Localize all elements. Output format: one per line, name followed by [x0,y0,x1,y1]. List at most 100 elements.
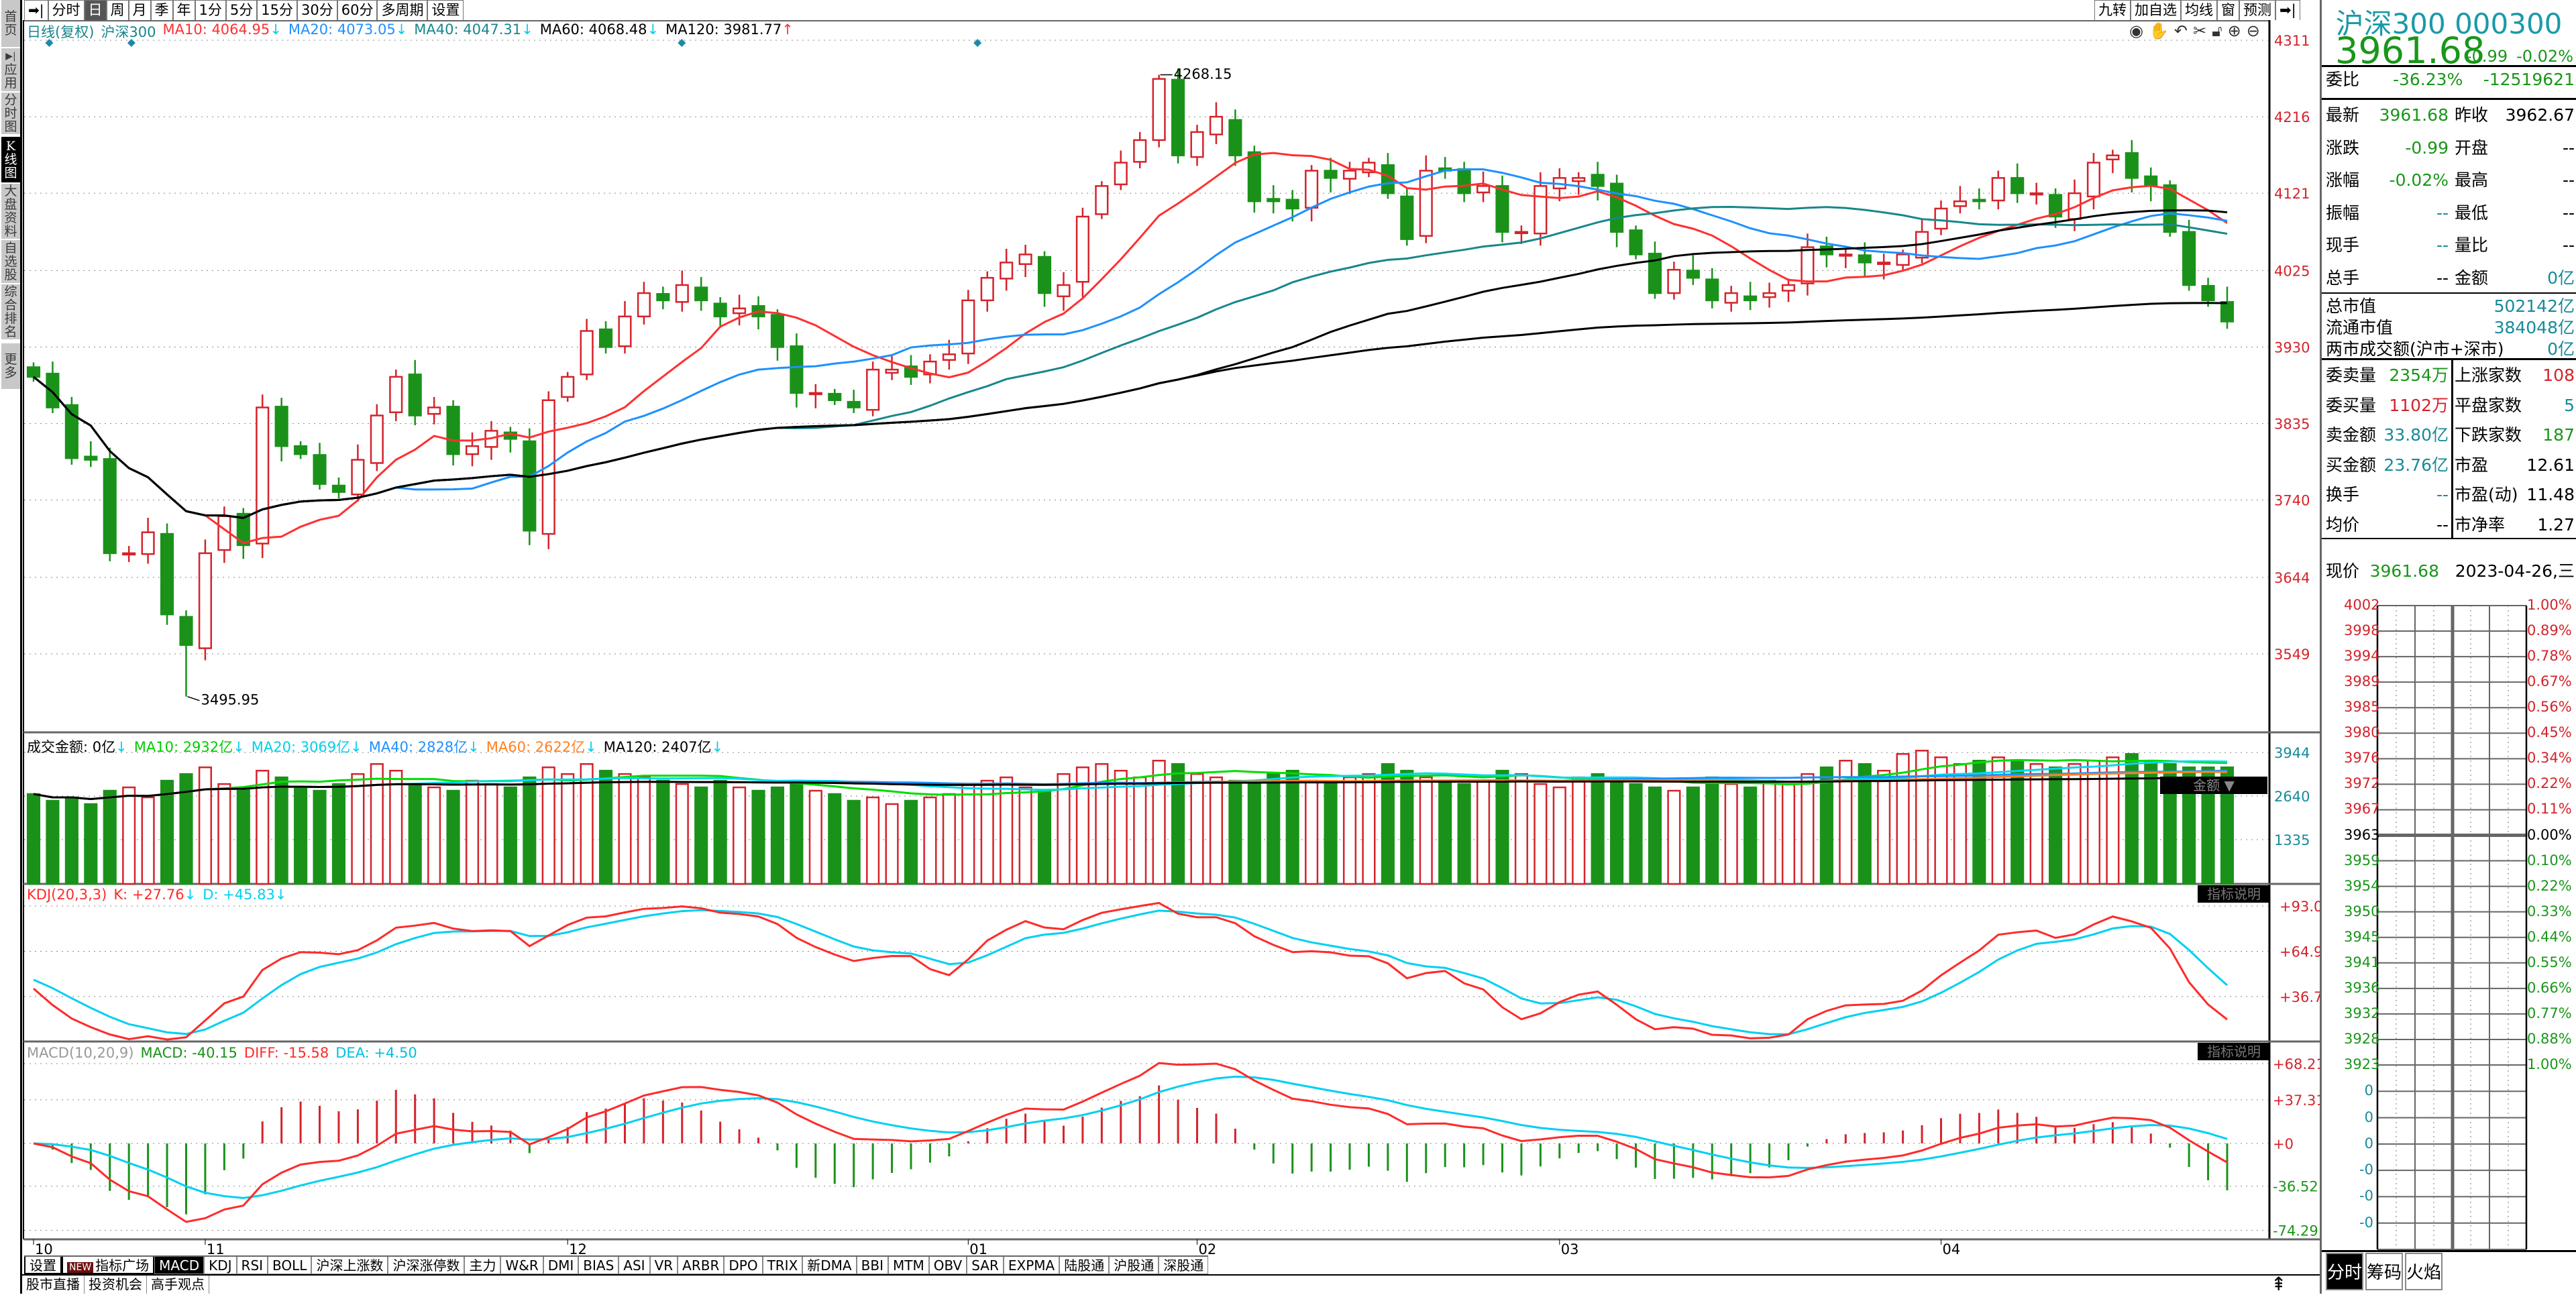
macd-help-button[interactable]: 指标说明 [2198,1043,2270,1060]
indicator-tab-4[interactable]: RSI [236,1257,268,1274]
nav-item-1[interactable]: ▶| 应用 [1,48,20,91]
indicator-tab-6[interactable]: 沪深上涨数 [311,1257,388,1274]
minute-chart[interactable] [2322,0,2576,1294]
zoom-out-icon[interactable]: ⊖ [2246,21,2260,40]
tool-button-1[interactable]: 加自选 [2131,0,2181,20]
candle-body [1648,252,1662,294]
volume-bar [2201,766,2215,885]
volume-bar [1572,776,1586,885]
nav-item-5[interactable]: 自选股 [1,240,20,283]
tool-button-4[interactable]: 预测 [2239,0,2275,20]
indicator-tab-25[interactable]: 深股通 [1159,1257,1209,1274]
period-button-8[interactable]: 15分 [257,0,297,20]
bottom-link-0[interactable]: 股市直播 [22,1276,85,1294]
candle-body [1476,185,1491,194]
tab-label: 沪深涨停数 [392,1257,460,1274]
quote-label: 最高 [2455,170,2489,190]
indicator-tab-13[interactable]: VR [649,1257,678,1274]
period-button-12[interactable]: 设置 [427,0,464,20]
indicator-tab-7[interactable]: 沪深涨停数 [388,1257,465,1274]
indicator-tab-8[interactable]: 主力 [464,1257,501,1274]
scissors-icon[interactable]: ✂ [2192,21,2207,40]
eye-icon[interactable]: ◉ [2129,21,2143,40]
nav-item-3[interactable]: K线图 [1,137,20,182]
indicator-tab-22[interactable]: EXPMA [1003,1257,1060,1274]
minute-volume-label: -0 [2359,1188,2373,1204]
kdj-help-button[interactable]: 指标说明 [2198,885,2270,903]
tool-button-2[interactable]: 均线 [2181,0,2217,20]
period-button-7[interactable]: 5分 [225,0,258,20]
volume-bar [561,773,575,885]
nav-item-6[interactable]: 综合排名 [1,284,20,339]
indicator-tab-11[interactable]: BIAS [578,1257,619,1274]
minute-tab-2[interactable]: 火焰 [2405,1253,2443,1290]
indicator-tab-9[interactable]: W&R [500,1257,543,1274]
kline-chart[interactable]: 4311 4216 4121 4025 3930 3835 3740 3644 3549 3944… [0,0,2321,1294]
undo-icon[interactable]: ↶ [2174,21,2188,40]
quote-row: 卖金额 33.80亿 下跌家数 187 [2326,424,2575,447]
indicator-tab-0[interactable]: 设置 [24,1257,62,1274]
period-button-3[interactable]: 月 [128,0,151,20]
bottom-link-2[interactable]: 高手观点 [147,1276,209,1294]
tool-button-3[interactable]: 窗 [2217,0,2239,20]
volume-bar [274,776,288,885]
indicator-tab-12[interactable]: ASI [619,1257,650,1274]
period-label[interactable]: 日线(复权) [27,24,95,40]
indicator-tab-2[interactable]: MACD [154,1257,205,1274]
minute-tab-0[interactable]: 分时 [2326,1253,2363,1290]
indicator-tab-1[interactable]: NEW 指标广场 [62,1257,155,1274]
period-button-0[interactable]: 分时 [48,0,85,20]
period-button-9[interactable]: 30分 [297,0,337,20]
weibi-label: 委比 [2326,70,2360,89]
indicator-tab-5[interactable]: BOLL [268,1257,312,1274]
indicator-tab-21[interactable]: SAR [967,1257,1004,1274]
tab-label: BOLL [272,1257,307,1274]
price-tick: 3740 [2274,493,2310,509]
period-button-2[interactable]: 周 [106,0,129,20]
quote-label: 委卖量 [2326,365,2377,385]
collapse-arrow-icon[interactable]: ➡︎| [24,0,48,20]
period-button-1[interactable]: 日 [84,0,107,20]
candle-body [1762,292,1776,298]
quote-label: 金额 [2455,268,2489,288]
volume-bar [64,796,78,885]
lock-icon[interactable]: 🔓︎ [2212,21,2222,40]
period-button-6[interactable]: 1分 [195,0,226,20]
quote-label: 平盘家数 [2455,395,2522,415]
indicator-tab-16[interactable]: TRIX [762,1257,803,1274]
volume-bar [1705,776,1719,885]
indicator-tab-19[interactable]: MTM [888,1257,929,1274]
period-button-11[interactable]: 多周期 [377,0,428,20]
tool-button-0[interactable]: 九转 [2094,0,2131,20]
minute-price-label: 3994 [2344,648,2380,665]
period-button-5[interactable]: 年 [172,0,195,20]
volume-bar [1991,756,2005,885]
indicator-tab-20[interactable]: OBV [928,1257,967,1274]
minute-tab-1[interactable]: 筹码 [2365,1253,2403,1290]
volume-bar [1552,786,1566,885]
indicator-tab-10[interactable]: DMI [543,1257,579,1274]
indicator-tab-23[interactable]: 陆股通 [1059,1257,1110,1274]
indicator-tab-15[interactable]: DPO [724,1257,763,1274]
expand-arrow-icon[interactable]: ➡︎| [2275,0,2300,20]
nav-item-4[interactable]: 大盘资料 [1,184,20,239]
nav-item-7[interactable]: 更多 [1,343,20,389]
scroll-top-icon[interactable]: ⇞ [2271,1273,2287,1295]
indicator-tab-14[interactable]: ARBR [678,1257,724,1274]
indicator-tab-3[interactable]: KDJ [204,1257,237,1274]
indicator-tab-17[interactable]: 新DMA [802,1257,857,1274]
volume-selector-dropdown[interactable]: 金额 ▼ [2160,777,2267,794]
volume-bar [2068,763,2082,885]
nav-item-0[interactable]: 首页 [1,0,20,47]
hand-icon[interactable]: ✋ [2148,21,2169,40]
nav-item-2[interactable]: 分时图 [1,93,20,134]
indicator-tab-18[interactable]: BBI [856,1257,888,1274]
indicator-tab-24[interactable]: 沪股通 [1109,1257,1159,1274]
quote-change: -0.99 [2466,47,2508,66]
divider [2322,98,2576,100]
bottom-link-1[interactable]: 投资机会 [85,1276,147,1294]
period-button-4[interactable]: 季 [150,0,173,20]
tab-label: W&R [505,1257,539,1274]
period-button-10[interactable]: 60分 [337,0,378,20]
zoom-in-icon[interactable]: ⊕ [2227,21,2241,40]
